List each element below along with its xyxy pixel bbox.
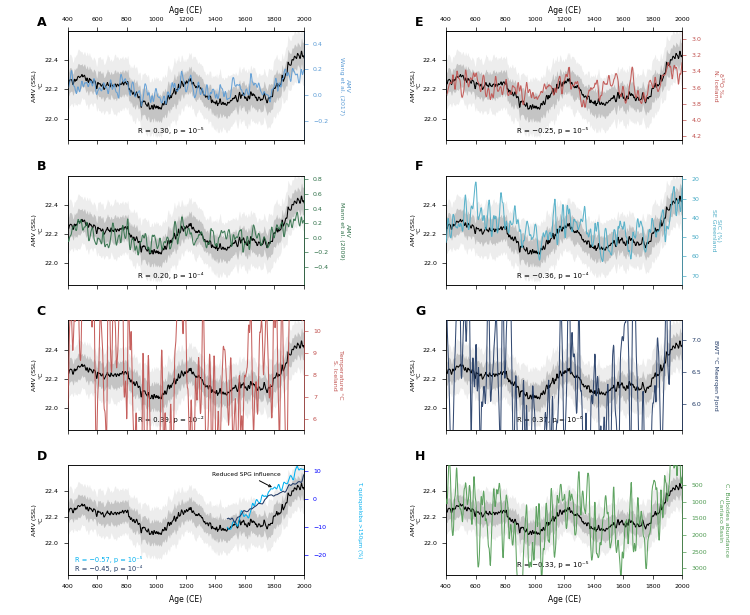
Y-axis label: AMV (SSL)
°C: AMV (SSL) °C (32, 359, 43, 391)
Text: R = −0.33, p = 10⁻⁵: R = −0.33, p = 10⁻⁵ (517, 561, 589, 568)
Text: Reduced SPG influence: Reduced SPG influence (212, 472, 281, 486)
X-axis label: Age (CE): Age (CE) (548, 595, 580, 603)
Y-axis label: AMV (SSL)
°C: AMV (SSL) °C (411, 504, 422, 536)
Text: G: G (416, 305, 425, 318)
Y-axis label: AMV (SSL)
°C: AMV (SSL) °C (32, 69, 43, 101)
Y-axis label: AMV (SSL)
°C: AMV (SSL) °C (411, 69, 422, 101)
Y-axis label: AMV (SSL)
°C: AMV (SSL) °C (32, 215, 43, 247)
Y-axis label: AMV
Mann et al. (2009): AMV Mann et al. (2009) (339, 202, 350, 260)
Text: E: E (416, 15, 424, 28)
Text: H: H (416, 450, 425, 463)
Y-axis label: SIC (%)
SE Greenland: SIC (%) SE Greenland (710, 209, 722, 252)
X-axis label: Age (CE): Age (CE) (170, 595, 202, 603)
Text: F: F (416, 161, 424, 173)
Y-axis label: AMV (SSL)
°C: AMV (SSL) °C (411, 215, 422, 247)
Text: R = −0.36, p = 10⁻⁴: R = −0.36, p = 10⁻⁴ (517, 272, 589, 279)
X-axis label: Age (CE): Age (CE) (170, 6, 202, 15)
Text: R = 0.20, p = 10⁻⁴: R = 0.20, p = 10⁻⁴ (139, 272, 204, 279)
Text: R = 0.39, p = 10⁻²: R = 0.39, p = 10⁻² (139, 416, 204, 424)
Y-axis label: AMV
Wang et al. (2017): AMV Wang et al. (2017) (339, 57, 350, 114)
Text: A: A (37, 15, 46, 28)
Text: R = −0.25, p = 10⁻⁵: R = −0.25, p = 10⁻⁵ (517, 127, 588, 134)
Text: R = −0.45, p = 10⁻⁴: R = −0.45, p = 10⁻⁴ (74, 565, 142, 571)
Y-axis label: Temperature °C
S. Iceland: Temperature °C S. Iceland (332, 351, 343, 400)
Y-axis label: δ¹⁸O ‰
N. Iceland: δ¹⁸O ‰ N. Iceland (712, 70, 724, 101)
Y-axis label: C. Bulloides abundance
Cariaco Basin: C. Bulloides abundance Cariaco Basin (718, 483, 729, 557)
Y-axis label: AMV (SSL)
°C: AMV (SSL) °C (411, 359, 422, 391)
Text: B: B (37, 161, 46, 173)
Text: D: D (37, 450, 47, 463)
Text: R = −0.57, p = 10⁻⁵: R = −0.57, p = 10⁻⁵ (74, 556, 142, 563)
Text: R = 0.37, p = 10⁻⁶: R = 0.37, p = 10⁻⁶ (517, 416, 583, 424)
Text: C: C (37, 305, 46, 318)
Text: R = 0.30, p = 10⁻⁵: R = 0.30, p = 10⁻⁵ (139, 127, 204, 134)
X-axis label: Age (CE): Age (CE) (548, 6, 580, 15)
Y-axis label: BWT °C Meerqen Fjord: BWT °C Meerqen Fjord (712, 340, 718, 411)
Y-axis label: AMV (SSL)
°C: AMV (SSL) °C (32, 504, 43, 536)
Y-axis label: T. quinqueloba >150μm (%): T. quinqueloba >150μm (%) (357, 482, 362, 559)
